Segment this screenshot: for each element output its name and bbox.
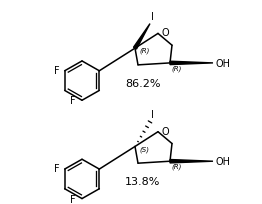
Text: (S): (S) xyxy=(139,145,149,152)
Text: O: O xyxy=(161,126,169,136)
Polygon shape xyxy=(134,24,150,50)
Text: F: F xyxy=(54,65,60,75)
Text: 86.2%: 86.2% xyxy=(125,78,161,88)
Polygon shape xyxy=(170,160,213,163)
Text: O: O xyxy=(161,28,169,38)
Text: (R): (R) xyxy=(171,65,181,72)
Text: (R): (R) xyxy=(139,48,149,54)
Text: I: I xyxy=(151,12,154,22)
Text: F: F xyxy=(70,96,76,106)
Text: F: F xyxy=(54,163,60,173)
Text: (R): (R) xyxy=(171,163,181,170)
Text: 13.8%: 13.8% xyxy=(125,176,161,186)
Text: OH: OH xyxy=(215,59,230,69)
Polygon shape xyxy=(170,62,213,65)
Text: I: I xyxy=(151,109,154,119)
Text: F: F xyxy=(70,194,76,204)
Text: OH: OH xyxy=(215,156,230,166)
